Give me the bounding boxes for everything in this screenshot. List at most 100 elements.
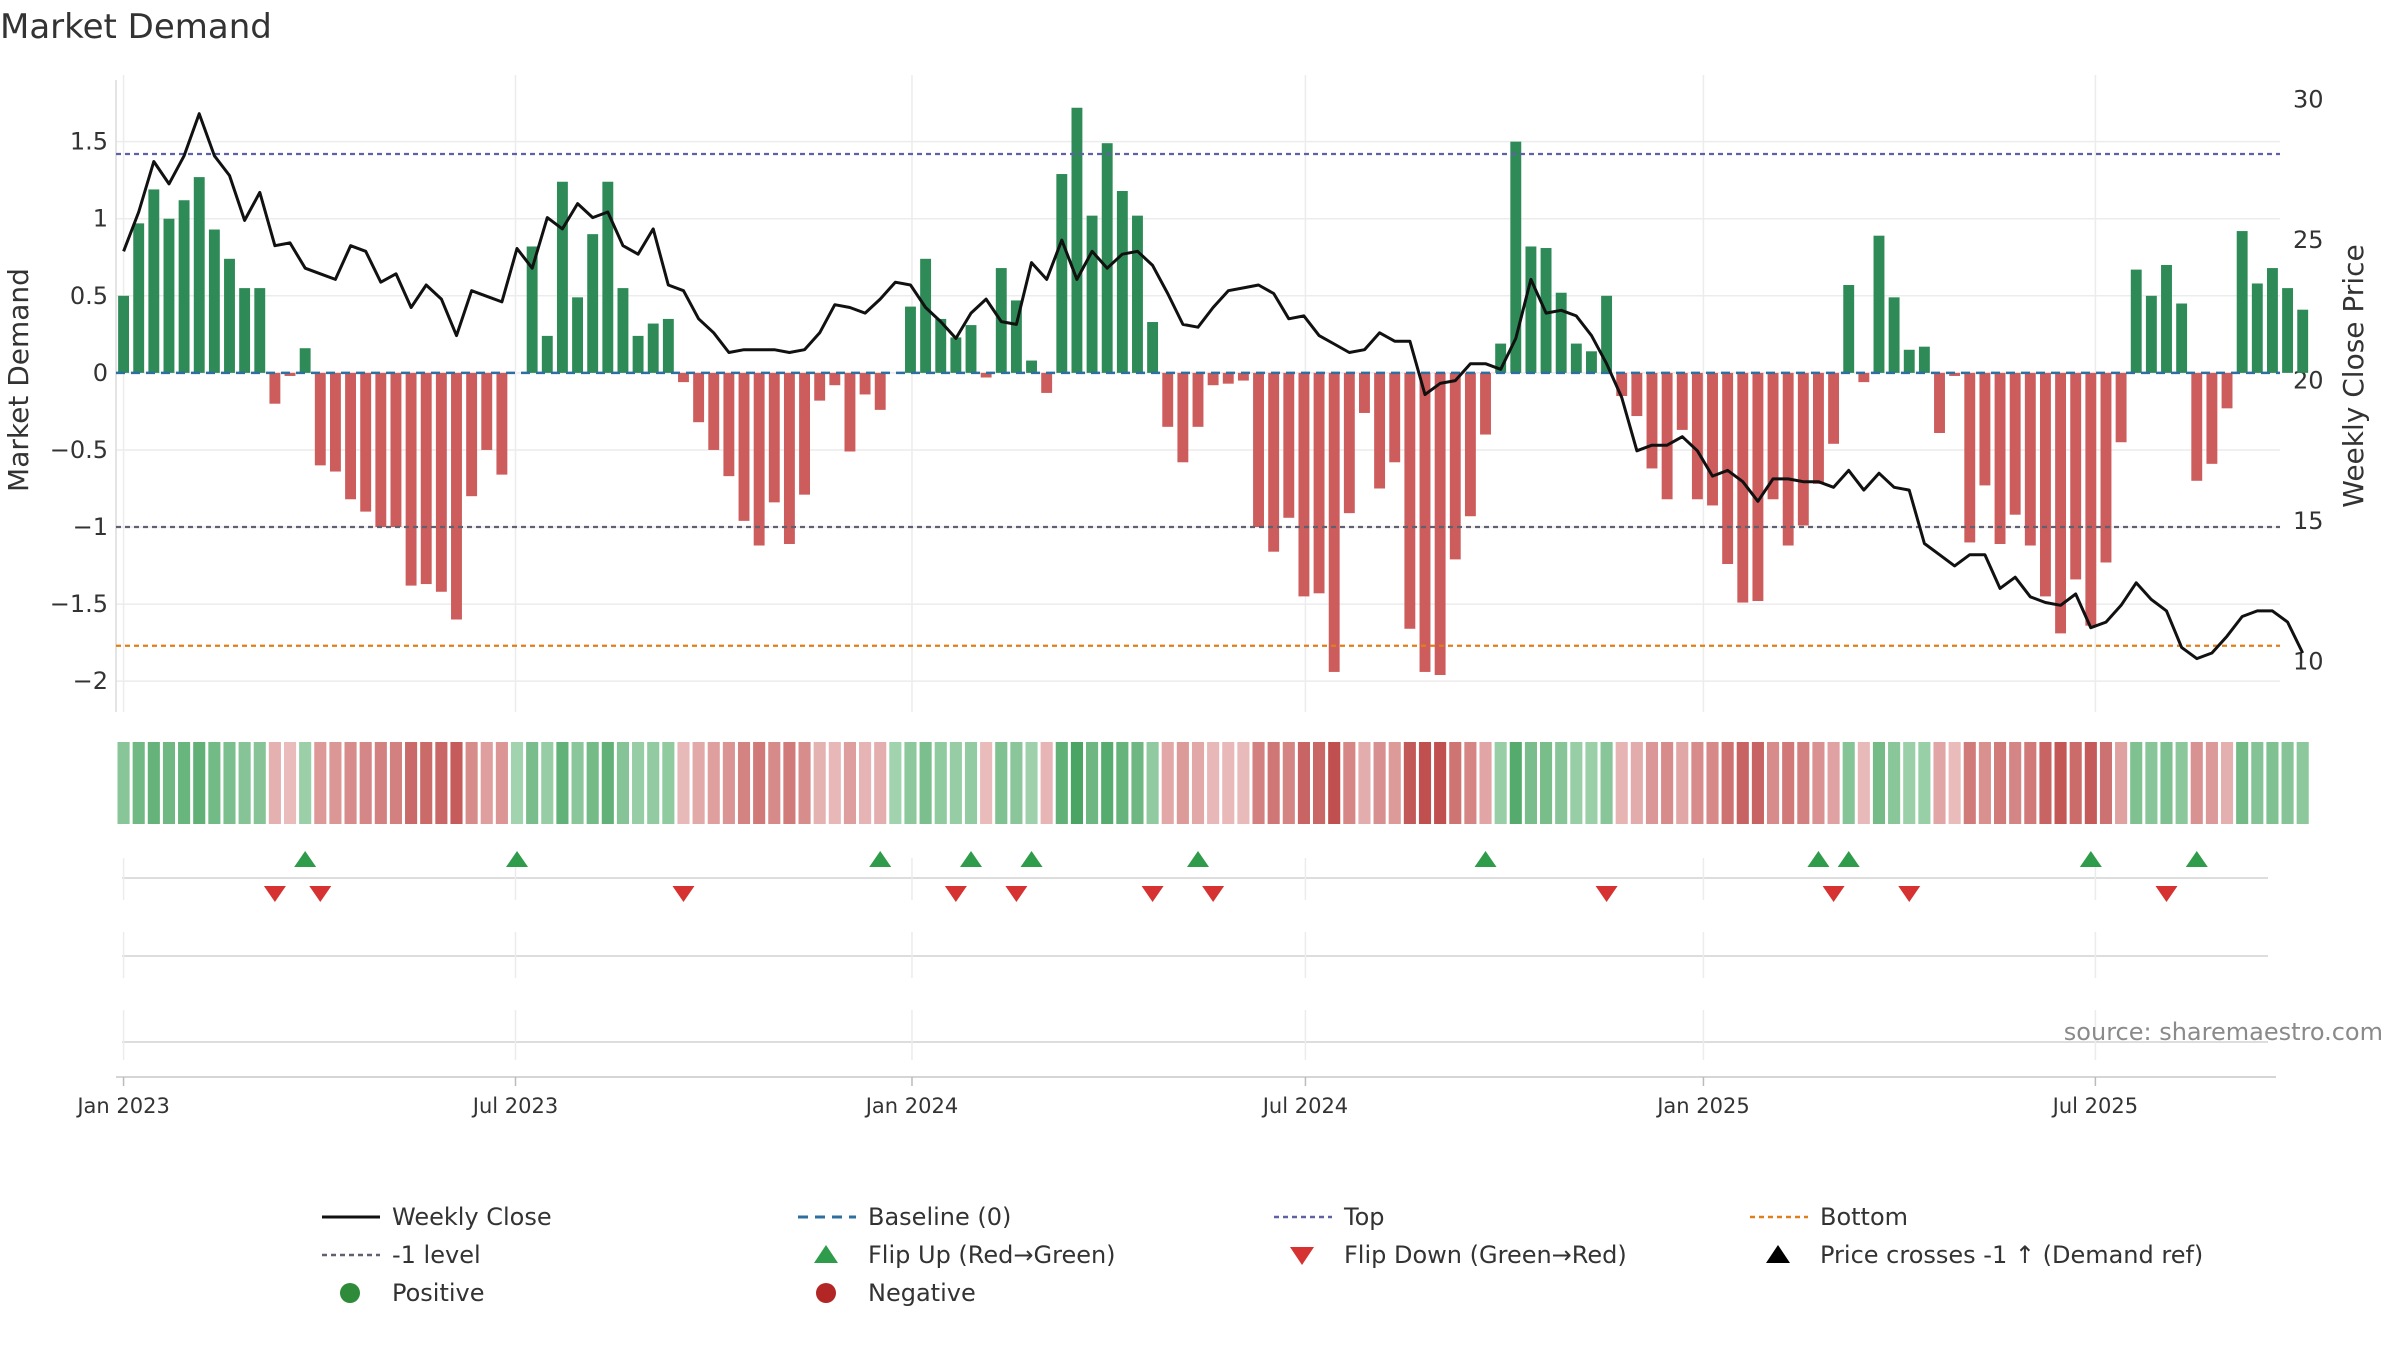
demand-bars <box>118 107 2309 676</box>
demand-bar <box>1010 300 1022 373</box>
heat-cell <box>1282 742 1295 824</box>
demand-bar <box>1359 372 1370 413</box>
demand-bar <box>329 372 341 472</box>
y2-tick-label: 25 <box>2293 226 2324 254</box>
heat-cell <box>2236 742 2249 824</box>
demand-bar <box>1797 372 1809 526</box>
heat-cell <box>2175 742 2188 824</box>
heat-cell <box>450 742 463 824</box>
demand-bar <box>2039 372 2051 597</box>
demand-bar <box>1101 143 1113 373</box>
x-tick-label: Jul 2024 <box>1261 1094 1348 1118</box>
demand-bar <box>829 372 841 386</box>
heat-cell <box>904 742 917 824</box>
demand-bar <box>678 372 689 383</box>
demand-bar <box>2297 309 2309 373</box>
legend-item: Top <box>1274 1203 1385 1231</box>
demand-bar <box>2130 269 2142 373</box>
demand-bar <box>1495 343 1507 373</box>
demand-bar <box>572 297 584 373</box>
heat-cell <box>2069 742 2082 824</box>
heat-cell <box>389 742 403 824</box>
heat-cell <box>238 742 251 824</box>
heat-cell <box>2220 742 2234 824</box>
demand-bar <box>1858 372 1870 383</box>
heat-cell <box>1691 742 1704 824</box>
demand-bar <box>208 229 220 373</box>
demand-bar <box>2266 268 2278 373</box>
heat-cell <box>1842 742 1855 824</box>
demand-bar <box>118 295 130 373</box>
heat-cell <box>541 742 554 824</box>
y-axis-left: 1.5 1 0.5 0 −0.5 −1 −1.5 −2 <box>50 128 108 696</box>
legend-item: Price crosses -1 ↑ (Demand ref) <box>1766 1241 2203 1269</box>
demand-bar <box>239 288 251 373</box>
demand-bar <box>2206 372 2218 464</box>
heat-cell <box>435 742 448 824</box>
heat-cell <box>208 742 221 824</box>
flip-down-marker <box>1595 886 1618 902</box>
heat-cell <box>2054 742 2067 824</box>
flip-up-marker <box>294 851 317 867</box>
heat-cell <box>344 742 357 824</box>
heat-cell <box>586 742 599 824</box>
heat-cell <box>374 742 387 824</box>
heat-cell <box>1494 742 1507 824</box>
demand-bar <box>405 372 417 586</box>
heat-cell <box>859 742 872 824</box>
demand-bar <box>1374 372 1386 489</box>
heat-cell <box>162 742 176 824</box>
x-axis: Jan 2023 Jul 2023 Jan 2024 Jul 2024 Jan 2025… <box>75 1077 2138 1118</box>
demand-bar <box>2145 295 2157 373</box>
flip-down-marker <box>672 886 695 902</box>
demand-bar <box>874 372 886 410</box>
demand-bar <box>1162 372 1174 427</box>
reference-levels <box>116 152 2280 647</box>
heat-cell <box>1343 742 1356 824</box>
flip-up-marker <box>1020 851 1043 867</box>
heat-cell <box>1176 742 1189 824</box>
heat-cell <box>1540 742 1553 824</box>
flip-up-marker <box>2079 851 2102 867</box>
demand-bar <box>1283 372 1295 518</box>
demand-bar <box>556 181 568 373</box>
demand-bar <box>1979 372 1991 486</box>
demand-bar <box>844 372 856 452</box>
demand-bar <box>920 258 932 373</box>
demand-bar <box>647 323 659 373</box>
heat-cell <box>1706 742 1719 824</box>
demand-bar <box>1389 372 1401 463</box>
demand-bar <box>1767 372 1779 500</box>
legend-swatch-circle <box>340 1283 360 1303</box>
demand-bar <box>1873 235 1885 373</box>
heat-cell <box>707 742 720 824</box>
heat-cell <box>2205 742 2218 824</box>
heat-cell <box>329 742 342 824</box>
demand-bar <box>163 218 175 373</box>
heat-cell <box>1570 742 1583 824</box>
heat-cell <box>798 742 811 824</box>
demand-bar <box>1782 372 1794 546</box>
heat-cell <box>253 742 266 824</box>
demand-bar <box>1071 107 1083 373</box>
demand-bar <box>753 372 765 546</box>
legend-swatch-circle <box>816 1283 836 1303</box>
heat-cell <box>919 742 932 824</box>
heat-cell <box>1963 742 1976 824</box>
chart-title: Market Demand <box>0 7 272 47</box>
demand-bar <box>1343 372 1355 514</box>
heat-cell <box>1373 742 1386 824</box>
x-tick-label: Jul 2023 <box>471 1094 558 1118</box>
heat-cell <box>1313 742 1326 824</box>
demand-bar <box>1298 372 1310 597</box>
demand-bar <box>345 372 357 500</box>
y2-tick-label: 30 <box>2293 86 2324 114</box>
demand-bar <box>2251 283 2263 373</box>
heat-cell <box>526 742 539 824</box>
demand-bar <box>738 372 750 521</box>
legend-item: Baseline (0) <box>798 1203 1011 1231</box>
heat-cell <box>193 742 206 824</box>
demand-bar <box>481 372 493 450</box>
heat-cell <box>768 742 781 824</box>
demand-bar <box>1237 372 1249 381</box>
